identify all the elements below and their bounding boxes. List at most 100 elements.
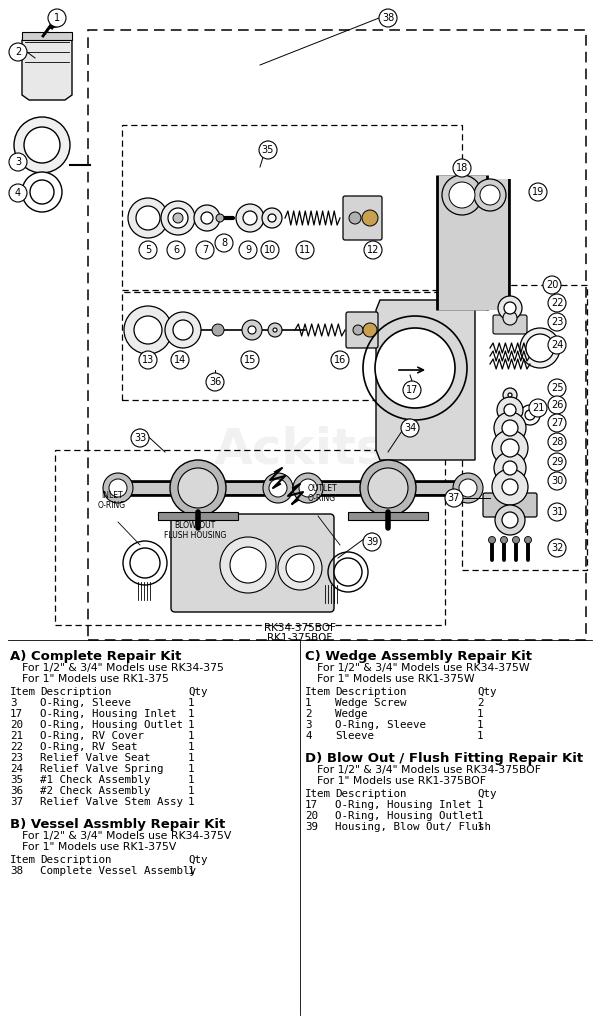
Circle shape	[286, 554, 314, 582]
Text: BLOW-OUT
FLUSH HOUSING: BLOW-OUT FLUSH HOUSING	[164, 521, 226, 540]
Circle shape	[334, 558, 362, 586]
Circle shape	[14, 117, 70, 173]
Circle shape	[520, 328, 560, 368]
Bar	[88, 29, 586, 640]
Text: For 1/2" & 3/4" Models use RK34-375: For 1/2" & 3/4" Models use RK34-375	[22, 663, 224, 673]
Bar	[55, 450, 445, 625]
Text: Qty: Qty	[188, 687, 208, 697]
Text: D) Blow Out / Flush Fitting Repair Kit: D) Blow Out / Flush Fitting Repair Kit	[305, 752, 583, 765]
Circle shape	[241, 351, 259, 369]
Circle shape	[548, 433, 566, 451]
Circle shape	[502, 512, 518, 528]
Circle shape	[495, 505, 525, 535]
Circle shape	[548, 396, 566, 414]
Circle shape	[362, 210, 378, 226]
Text: #2 Check Assembly: #2 Check Assembly	[40, 786, 151, 796]
Text: 1: 1	[477, 720, 484, 730]
Circle shape	[375, 328, 455, 408]
Text: 36: 36	[209, 377, 221, 387]
Circle shape	[548, 313, 566, 331]
FancyBboxPatch shape	[171, 514, 334, 612]
Circle shape	[331, 351, 349, 369]
Circle shape	[259, 141, 277, 159]
Text: 23: 23	[551, 317, 563, 327]
Circle shape	[136, 206, 160, 230]
Text: 4: 4	[15, 188, 21, 198]
Circle shape	[201, 212, 213, 224]
Text: 2: 2	[477, 698, 484, 708]
Circle shape	[243, 211, 257, 225]
Text: 32: 32	[551, 543, 563, 553]
Circle shape	[216, 214, 224, 222]
Circle shape	[130, 548, 160, 578]
Circle shape	[449, 182, 475, 208]
Text: 22: 22	[10, 742, 23, 752]
Text: Relief Valve Spring: Relief Valve Spring	[40, 764, 163, 774]
Text: 34: 34	[404, 423, 416, 433]
Circle shape	[212, 324, 224, 336]
Text: Description: Description	[40, 687, 112, 697]
Text: 1: 1	[477, 800, 484, 810]
Text: 24: 24	[10, 764, 23, 774]
Text: 18: 18	[456, 163, 468, 173]
Circle shape	[548, 379, 566, 397]
Text: 3: 3	[10, 698, 17, 708]
Text: 16: 16	[334, 355, 346, 365]
Circle shape	[236, 204, 264, 232]
Circle shape	[500, 537, 508, 543]
Circle shape	[442, 175, 482, 215]
Text: Item: Item	[10, 855, 36, 865]
Text: 15: 15	[244, 355, 256, 365]
Text: 1: 1	[477, 731, 484, 741]
Text: 3: 3	[305, 720, 311, 730]
Text: 12: 12	[367, 245, 379, 255]
Text: C) Wedge Assembly Repair Kit: C) Wedge Assembly Repair Kit	[305, 650, 532, 663]
Text: 9: 9	[245, 245, 251, 255]
Text: O-Ring, Housing Inlet: O-Ring, Housing Inlet	[335, 800, 472, 810]
Text: For 1" Models use RK1-375V: For 1" Models use RK1-375V	[22, 842, 176, 852]
Text: 31: 31	[551, 507, 563, 517]
Circle shape	[501, 439, 519, 457]
Circle shape	[548, 539, 566, 557]
Bar	[158, 512, 238, 520]
Circle shape	[548, 336, 566, 354]
Text: Item: Item	[10, 687, 36, 697]
Text: 13: 13	[142, 355, 154, 365]
Text: O-Ring, Housing Inlet: O-Ring, Housing Inlet	[40, 709, 176, 719]
FancyBboxPatch shape	[346, 312, 378, 348]
Bar	[122, 292, 462, 400]
Circle shape	[364, 241, 382, 259]
Text: 38: 38	[10, 866, 23, 876]
Text: Ackits: Ackits	[214, 426, 386, 474]
Text: 37: 37	[448, 493, 460, 503]
Text: 29: 29	[551, 457, 563, 467]
Circle shape	[278, 546, 322, 590]
Text: 36: 36	[10, 786, 23, 796]
Circle shape	[503, 388, 517, 402]
Text: 24: 24	[551, 340, 563, 350]
Bar	[462, 285, 587, 570]
Text: 1: 1	[188, 742, 194, 752]
Text: Relief Valve Stem Assy: Relief Valve Stem Assy	[40, 797, 183, 807]
Circle shape	[363, 323, 377, 337]
Text: 1: 1	[54, 13, 60, 23]
Text: Wedge: Wedge	[335, 709, 367, 719]
Circle shape	[526, 334, 554, 362]
Circle shape	[9, 43, 27, 61]
Text: 1: 1	[188, 753, 194, 763]
Text: 20: 20	[546, 280, 558, 290]
Text: Housing, Blow Out/ Flush: Housing, Blow Out/ Flush	[335, 822, 491, 832]
Text: For 1" Models use RK1-375: For 1" Models use RK1-375	[22, 674, 169, 684]
Circle shape	[248, 326, 256, 334]
Text: 1: 1	[477, 822, 484, 832]
Text: O-Ring, Housing Outlet: O-Ring, Housing Outlet	[335, 811, 478, 821]
Circle shape	[268, 323, 282, 337]
Circle shape	[360, 460, 416, 516]
Text: O-Ring, RV Seat: O-Ring, RV Seat	[40, 742, 137, 752]
Text: 19: 19	[532, 187, 544, 197]
Text: Description: Description	[40, 855, 112, 865]
Circle shape	[548, 503, 566, 521]
Circle shape	[173, 213, 183, 223]
Text: Wedge Screw: Wedge Screw	[335, 698, 407, 708]
Circle shape	[139, 351, 157, 369]
